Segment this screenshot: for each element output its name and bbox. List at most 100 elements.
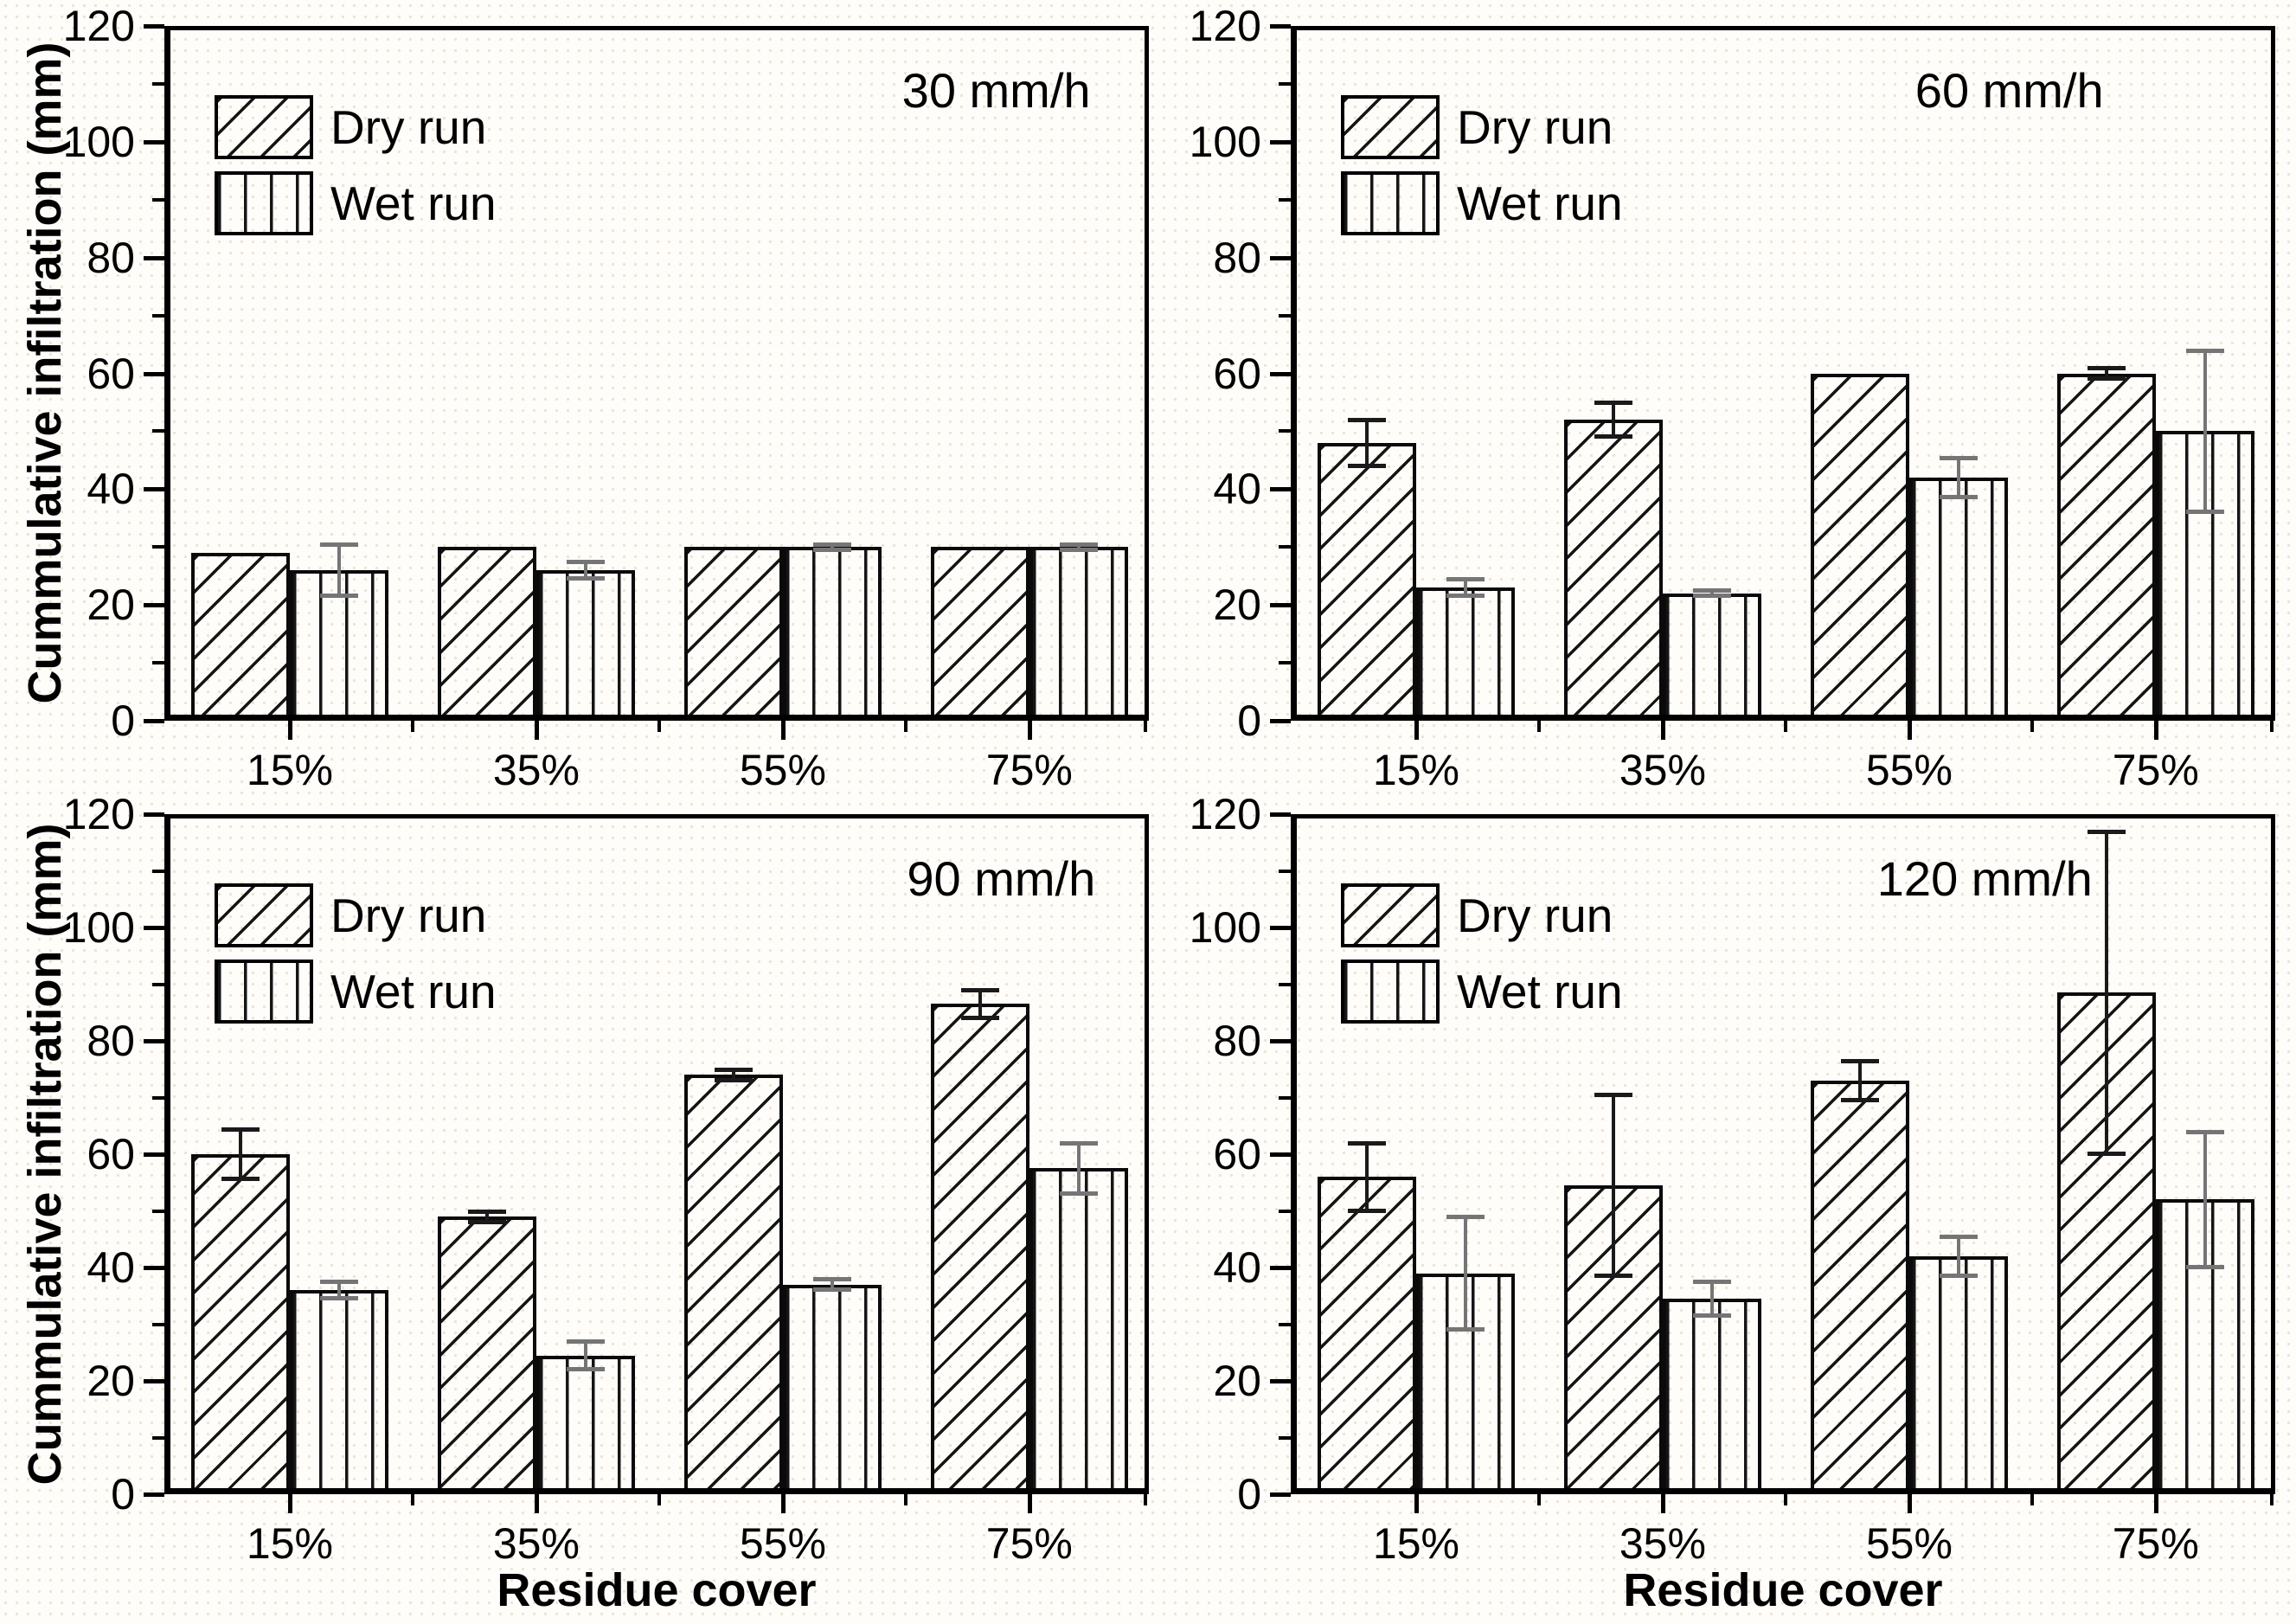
error-bar-wet-15% [1463,1216,1467,1331]
y-major-tick [144,603,164,608]
x-major-tick [534,721,539,740]
error-bar-wet-55% [1956,1236,1960,1276]
error-bar-cap-bottom [1348,463,1387,468]
y-major-tick [144,1152,164,1157]
y-tick-label: 20 [87,581,135,630]
error-bar-cap-bottom [319,1296,358,1301]
bar-wet-55% [782,547,882,721]
x-axis-title-left: Residue cover [497,1564,817,1616]
x-major-tick [534,1494,539,1513]
y-major-tick [1270,1152,1291,1157]
x-major-tick [2153,1494,2158,1513]
y-major-tick [1270,603,1291,608]
bar-dry-15% [191,552,290,721]
error-bar-dry-35% [1612,1094,1616,1276]
y-tick-label: 0 [111,696,135,745]
error-bar-cap-top [468,1209,507,1214]
legend-label-dry-run: Dry run [330,889,487,942]
y-tick-label: 80 [87,233,135,282]
y-minor-tick [1279,545,1291,549]
error-bar-cap-bottom [468,1219,507,1224]
error-bar-dry-75% [2104,367,2108,380]
legend-label-dry-run: Dry run [1457,889,1613,942]
error-bar-wet-35% [1709,1281,1714,1316]
error-bar-wet-75% [2203,1131,2207,1268]
bar-dry-75% [2057,373,2156,721]
y-major-tick [144,926,164,930]
legend-wet-swatch-vertical-hatch-icon [1341,960,1440,1024]
error-bar-cap-top [1446,1215,1485,1220]
plot-box [1291,26,2275,721]
error-bar-cap-bottom [1446,594,1485,599]
y-minor-tick [1279,313,1291,318]
plot-box [164,26,1149,721]
error-bar-dry-15% [1365,420,1369,466]
x-tick-label: 35% [1619,1519,1706,1568]
plot-box [164,814,1149,1494]
x-tick-label: 55% [1865,746,1953,794]
y-major-tick [1270,1039,1291,1043]
y-tick-label: 60 [87,349,135,398]
error-bar-wet-35% [1709,590,1714,597]
x-tick-label: 75% [2112,1519,2199,1568]
y-major-tick [144,812,164,817]
error-bar-cap-bottom [566,1366,605,1371]
error-bar-wet-55% [830,1279,834,1291]
y-tick-label: 40 [1213,1243,1261,1292]
y-minor-tick [1279,429,1291,433]
y-major-tick [144,371,164,376]
error-bar-cap-top [319,1280,358,1285]
error-bar-cap-bottom [2087,1152,2126,1156]
x-tick-label: 75% [985,746,1073,794]
x-minor-tick [411,721,415,732]
error-bar-cap-bottom [1939,1273,1978,1278]
x-major-tick [780,1494,786,1513]
error-bar-wet-75% [2203,350,2207,513]
x-major-tick [2153,721,2158,740]
y-major-tick [144,139,164,144]
error-bar-wet-75% [1076,1142,1081,1194]
y-minor-tick [1279,982,1291,986]
y-tick-label: 100 [62,117,135,166]
y-major-tick [1270,1379,1291,1383]
error-bar-cap-bottom [2185,1265,2224,1269]
y-minor-tick [1279,1322,1291,1326]
y-minor-tick [152,661,164,665]
x-minor-tick [1144,1494,1147,1505]
y-minor-tick [1279,1435,1291,1440]
error-bar-cap-top [1594,400,1633,405]
x-minor-tick [2270,1494,2274,1505]
x-tick-label: 75% [985,1519,1073,1568]
error-bar-dry-75% [978,990,982,1018]
y-minor-tick [1279,869,1291,873]
bar-wet-35% [536,570,635,721]
y-major-tick [1270,139,1291,144]
y-minor-tick [152,197,164,202]
y-major-tick [1270,1266,1291,1270]
plot-box [1291,814,2275,1494]
bar-dry-55% [684,1075,783,1494]
error-bar-dry-35% [1612,401,1616,438]
x-tick-label: 55% [739,746,826,794]
error-bar-dry-55% [1857,1060,1862,1101]
x-tick-label: 55% [739,1519,826,1568]
bar-dry-35% [1564,420,1663,721]
y-major-tick [1270,24,1291,29]
error-bar-cap-bottom [221,1177,260,1182]
x-minor-tick [657,721,662,732]
x-major-tick [287,1494,292,1513]
error-bar-cap-bottom [1348,1208,1387,1213]
error-bar-cap-bottom [960,1015,999,1020]
y-major-tick [144,487,164,492]
legend-label-wet-run: Wet run [330,177,497,230]
legend-dry-swatch-diagonal-hatch-icon [1341,883,1440,947]
error-bar-wet-75% [1076,543,1081,550]
legend-label-dry-run: Dry run [1457,100,1613,154]
error-bar-cap-top [1594,1093,1633,1098]
error-bar-cap-bottom [1446,1327,1485,1332]
error-bar-cap-top [812,542,851,547]
bar-dry-75% [931,1004,1029,1494]
error-bar-cap-bottom [1939,495,1978,500]
error-bar-cap-top [2087,829,2126,834]
error-bar-cap-top [319,542,358,547]
